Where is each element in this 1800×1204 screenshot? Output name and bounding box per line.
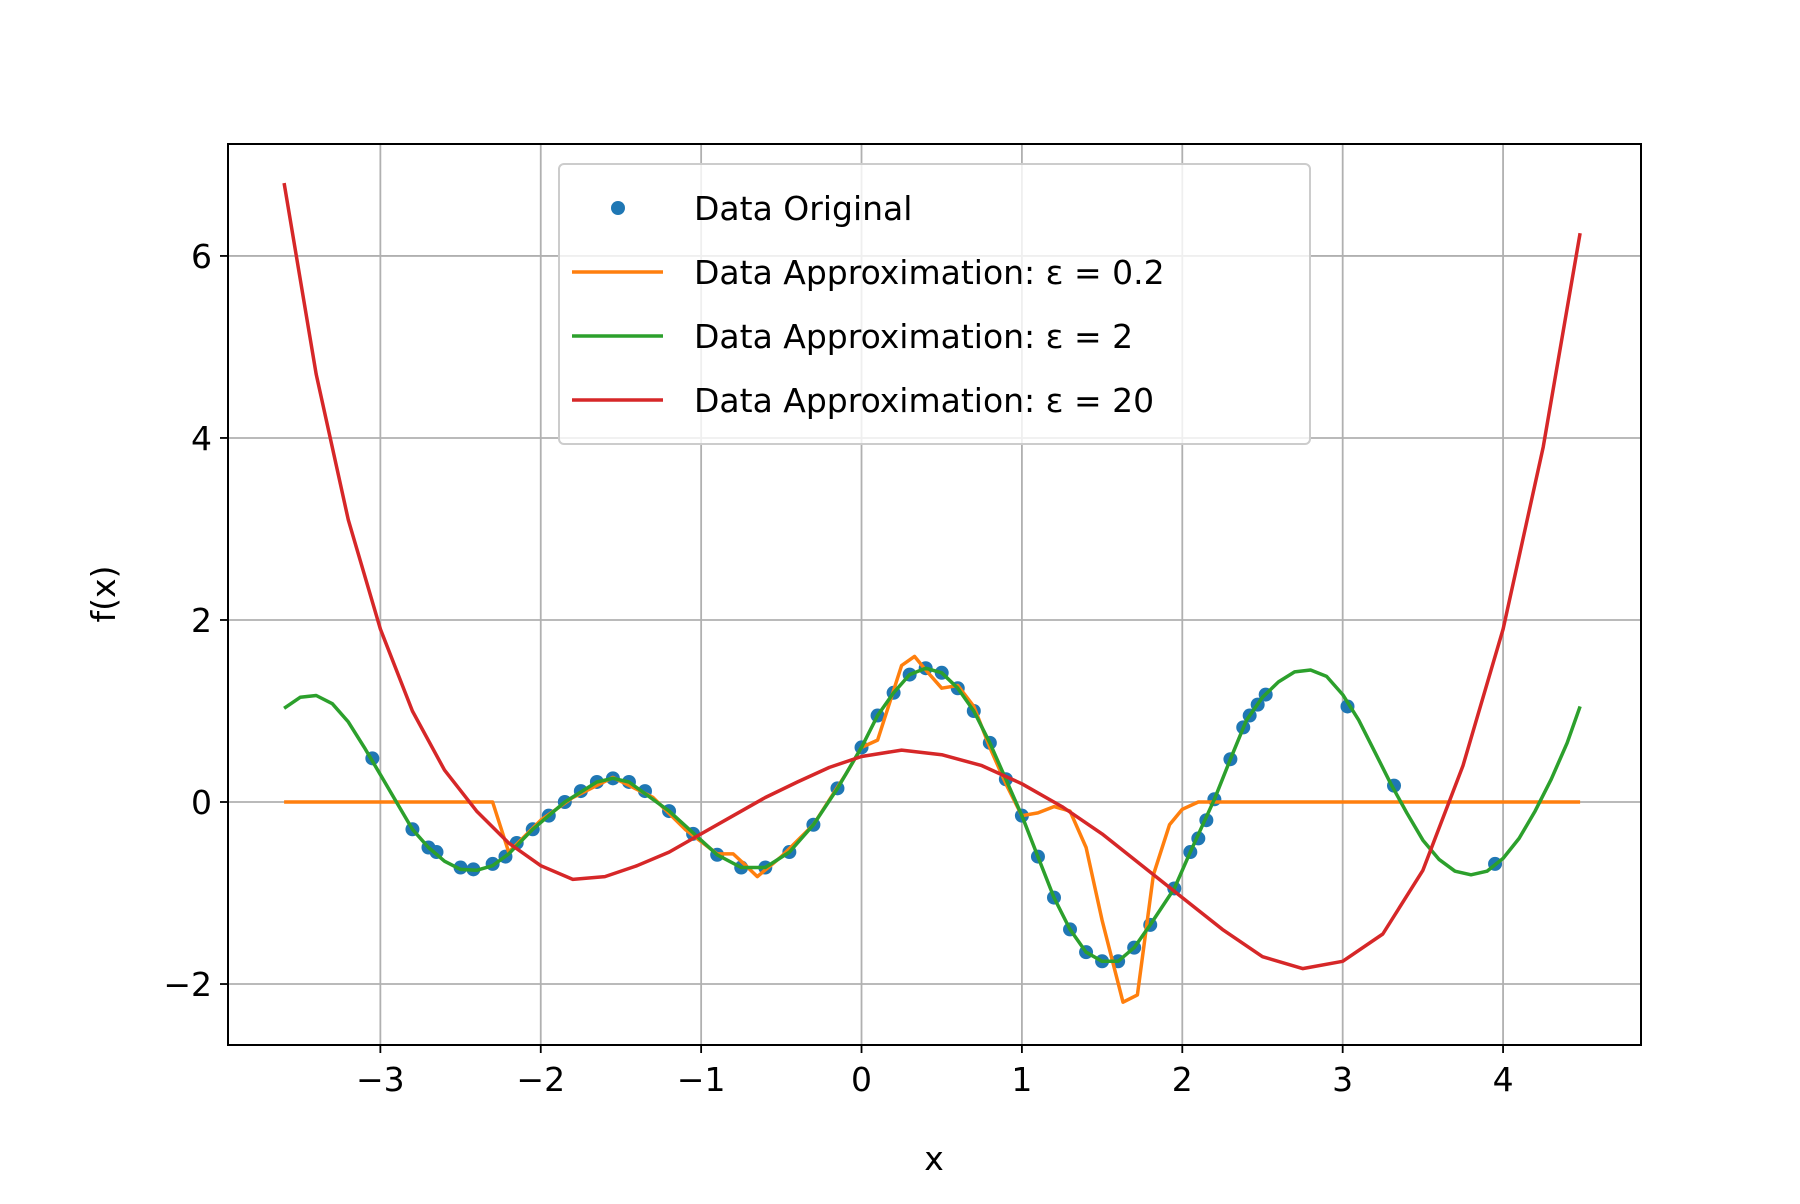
legend-box	[558, 163, 1311, 445]
y-tick-label: 2	[191, 601, 212, 640]
x-tick-label: −2	[516, 1060, 565, 1099]
y-tick-label: 6	[191, 237, 212, 276]
axes-frame	[227, 143, 1642, 1046]
x-tick-label: 1	[1011, 1060, 1032, 1099]
x-tick-label: 0	[851, 1060, 872, 1099]
x-axis-label: x	[924, 1139, 944, 1178]
legend-label: Data Original	[694, 189, 912, 228]
series-line	[282, 182, 1582, 971]
x-tick-label: −1	[677, 1060, 726, 1099]
ticks: −3 −2 −1 0 1 2 3 4 −2 0 2 4 6	[163, 237, 1513, 1099]
legend-marker	[611, 201, 625, 215]
y-tick-label: −2	[163, 965, 212, 1004]
x-tick-label: 2	[1172, 1060, 1193, 1099]
y-tick-label: 4	[191, 419, 212, 458]
y-axis-label: f(x)	[84, 566, 123, 623]
x-tick-label: 4	[1493, 1060, 1514, 1099]
legend-label: Data Approximation: ε = 2	[694, 317, 1133, 356]
legend-label: Data Approximation: ε = 20	[694, 381, 1154, 420]
x-tick-label: −3	[356, 1060, 405, 1099]
x-tick-label: 3	[1332, 1060, 1353, 1099]
legend-label: Data Approximation: ε = 0.2	[694, 253, 1165, 292]
legend: Data Original Data Approximation: ε = 0.2…	[558, 163, 1311, 445]
series-line	[283, 666, 1582, 964]
plot-area	[282, 182, 1582, 1004]
y-tick-label: 0	[191, 783, 212, 822]
